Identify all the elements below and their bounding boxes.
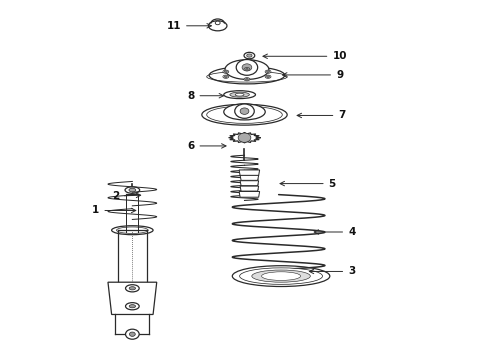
Ellipse shape: [244, 52, 254, 59]
Text: 5: 5: [280, 179, 335, 189]
Ellipse shape: [125, 303, 139, 310]
Ellipse shape: [129, 188, 136, 192]
Text: 4: 4: [314, 227, 355, 237]
Ellipse shape: [266, 71, 269, 73]
Ellipse shape: [246, 54, 251, 57]
Ellipse shape: [245, 68, 248, 70]
Polygon shape: [240, 186, 258, 191]
Ellipse shape: [266, 76, 269, 78]
Ellipse shape: [264, 70, 270, 73]
Ellipse shape: [224, 60, 268, 80]
Ellipse shape: [125, 187, 140, 193]
Circle shape: [238, 133, 250, 142]
Text: 3: 3: [309, 266, 355, 276]
Text: 10: 10: [263, 51, 346, 61]
Text: 2: 2: [111, 191, 141, 201]
Ellipse shape: [125, 285, 139, 292]
Ellipse shape: [224, 71, 227, 73]
Ellipse shape: [215, 21, 220, 25]
Ellipse shape: [223, 70, 228, 73]
Ellipse shape: [223, 75, 228, 78]
Polygon shape: [240, 181, 258, 186]
Ellipse shape: [239, 268, 322, 284]
Text: 11: 11: [166, 21, 211, 31]
Text: 6: 6: [187, 141, 225, 151]
Polygon shape: [228, 132, 260, 143]
Circle shape: [234, 104, 254, 118]
Text: 1: 1: [92, 206, 136, 216]
Text: 7: 7: [297, 111, 345, 121]
Ellipse shape: [208, 21, 226, 31]
Polygon shape: [240, 175, 258, 180]
Circle shape: [236, 59, 257, 75]
Ellipse shape: [116, 227, 148, 233]
Ellipse shape: [244, 78, 249, 81]
Ellipse shape: [206, 106, 282, 123]
Circle shape: [129, 332, 135, 336]
Ellipse shape: [224, 104, 264, 120]
Ellipse shape: [229, 92, 249, 97]
Text: 8: 8: [187, 91, 223, 101]
Ellipse shape: [202, 104, 286, 125]
Ellipse shape: [129, 305, 135, 308]
Ellipse shape: [261, 272, 300, 280]
Ellipse shape: [264, 75, 270, 78]
Ellipse shape: [209, 67, 284, 84]
Polygon shape: [108, 282, 157, 315]
Ellipse shape: [235, 93, 244, 96]
Ellipse shape: [232, 266, 329, 287]
Text: 9: 9: [282, 70, 343, 80]
Ellipse shape: [129, 287, 135, 290]
Circle shape: [125, 329, 139, 339]
Circle shape: [240, 108, 248, 114]
Polygon shape: [239, 192, 259, 197]
Circle shape: [242, 64, 251, 71]
Ellipse shape: [245, 78, 248, 80]
Ellipse shape: [251, 270, 310, 282]
Ellipse shape: [224, 91, 255, 99]
Ellipse shape: [111, 226, 153, 235]
Polygon shape: [239, 170, 259, 176]
Ellipse shape: [224, 76, 227, 78]
Ellipse shape: [244, 68, 249, 71]
